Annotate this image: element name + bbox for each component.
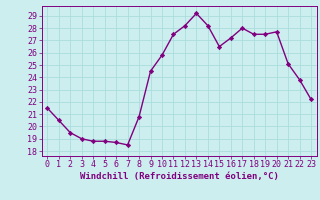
X-axis label: Windchill (Refroidissement éolien,°C): Windchill (Refroidissement éolien,°C): [80, 172, 279, 181]
